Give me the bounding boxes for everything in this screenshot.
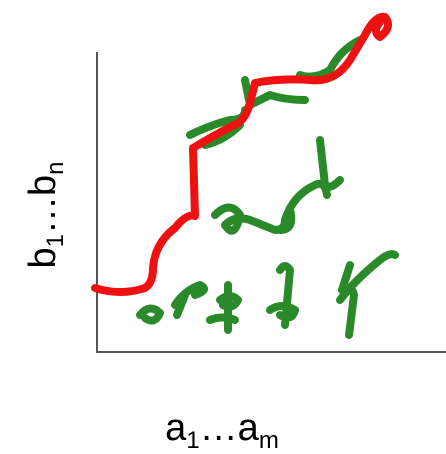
label-part: …b	[22, 175, 64, 234]
label-part: …a	[200, 407, 260, 449]
axes	[96, 52, 446, 353]
x-axis-label: a1…am	[165, 407, 279, 454]
label-subscript: 1	[186, 427, 199, 454]
scribble	[336, 250, 399, 339]
green-scribbles	[136, 36, 399, 339]
scribble	[186, 36, 364, 149]
label-part: b	[22, 247, 64, 268]
scribble	[211, 136, 344, 235]
label-subscript: 1	[42, 234, 69, 247]
y-axis-label: b1…bn	[22, 162, 69, 269]
scribble	[266, 262, 299, 329]
warp-path	[91, 12, 393, 296]
scribble	[136, 281, 208, 325]
label-subscript: m	[259, 427, 279, 454]
label-subscript: n	[42, 162, 69, 175]
scribble	[206, 281, 242, 334]
label-part: a	[165, 407, 187, 449]
